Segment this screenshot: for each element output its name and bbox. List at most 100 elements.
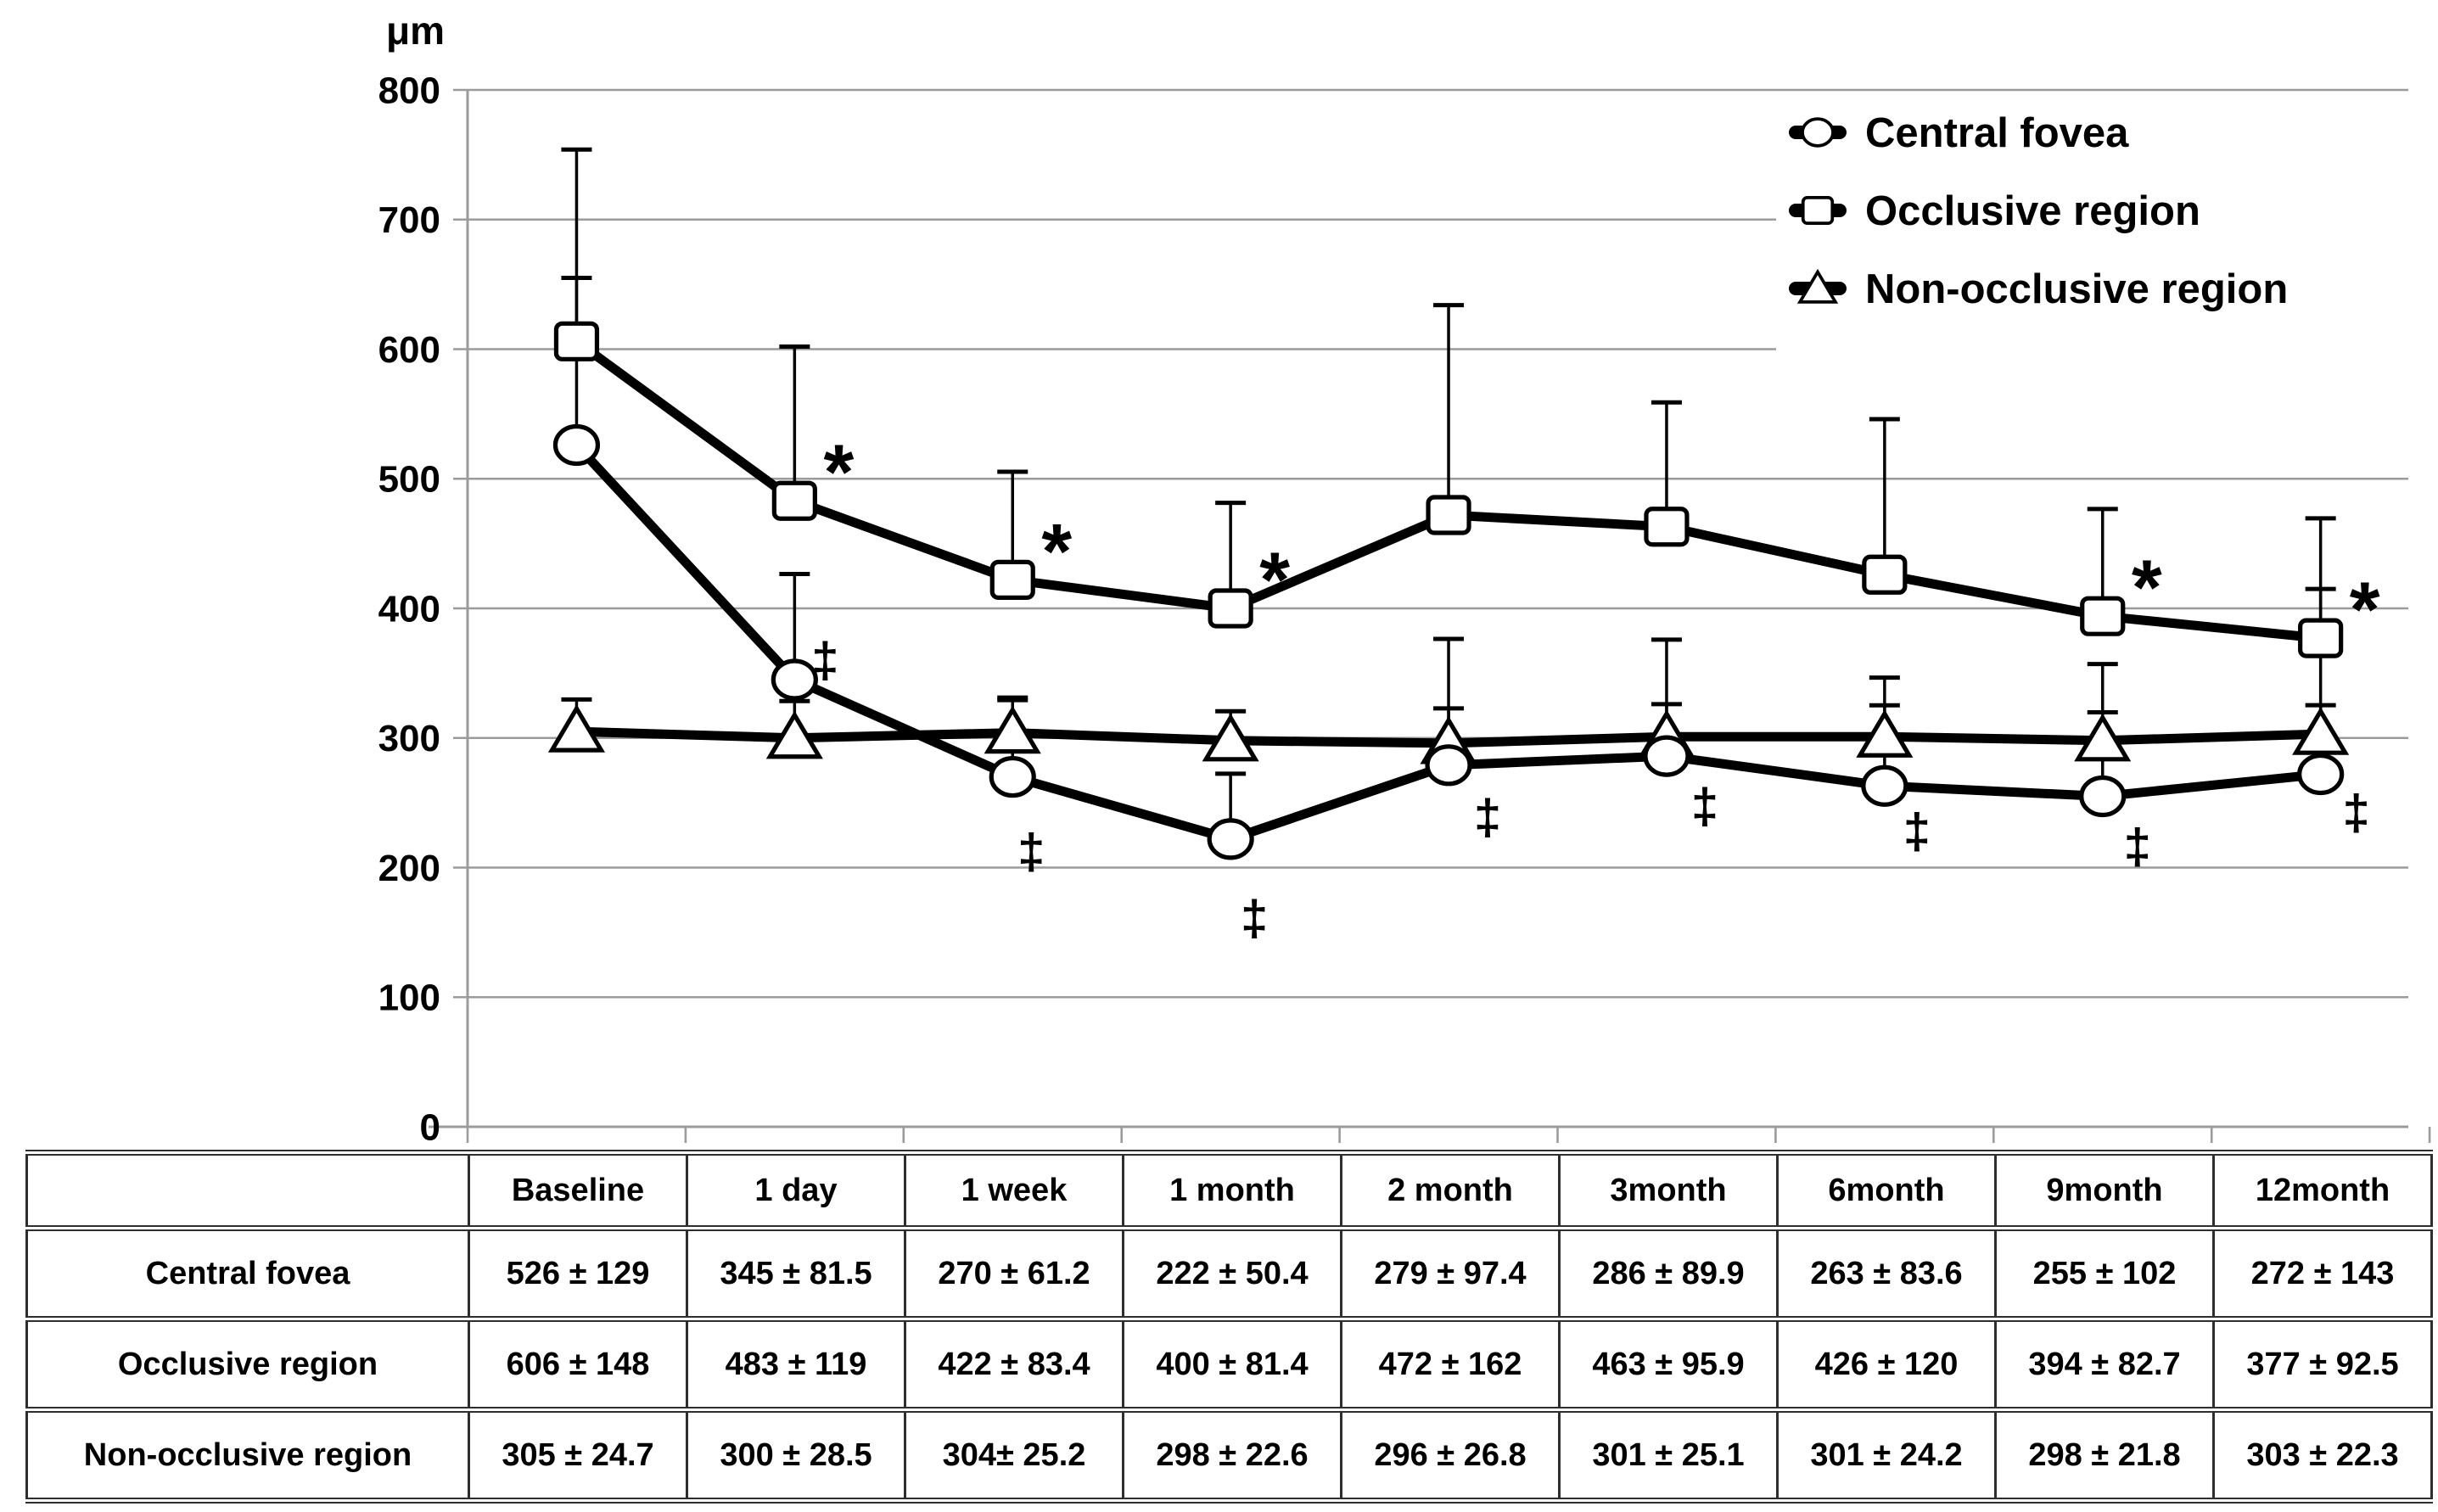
triangle-marker <box>2292 707 2350 755</box>
square-marker <box>1644 507 1690 547</box>
table-header-cell: 12month <box>2212 1150 2433 1231</box>
y-axis-tick-label: 700 <box>378 199 440 241</box>
table-cell: 279 ± 97.4 <box>1340 1225 1561 1322</box>
circle-marker <box>552 423 601 467</box>
double-dagger-annotation: ‡ <box>1903 804 1931 859</box>
double-dagger-annotation: ‡ <box>2343 786 2370 841</box>
table-header-cell: 1 week <box>904 1150 1124 1231</box>
table-cell: 286 ± 89.9 <box>1558 1225 1779 1322</box>
asterisk-annotation: * <box>823 429 854 516</box>
table-body: Central fovea 526 ± 129 345 ± 81.5 270 ± 61… <box>25 1225 2433 1504</box>
axes <box>429 88 2431 1143</box>
table-cell: 263 ± 83.6 <box>1776 1225 1997 1322</box>
y-axis-tick-labels: 0 100 200 300 400 500 600 700 800 <box>378 70 440 1148</box>
square-marker <box>1862 554 1908 595</box>
table-row-label: Occlusive region <box>25 1316 470 1413</box>
square-marker <box>553 321 600 361</box>
circle-marker <box>1425 744 1472 787</box>
triangle-marker <box>1202 713 1259 762</box>
legend-item: Central fovea <box>1789 110 2129 156</box>
table-header-cell: 6month <box>1776 1150 1997 1231</box>
double-dagger-annotation: ‡ <box>2124 819 2151 874</box>
table-header-cell: 1 month <box>1122 1150 1342 1231</box>
table-row: Occlusive region 606 ± 148 483 ± 119 422 ± … <box>25 1316 2433 1413</box>
table-cell: 483 ± 119 <box>686 1316 906 1413</box>
table-header-cell: 3month <box>1558 1150 1779 1231</box>
circle-marker <box>2297 753 2345 796</box>
y-axis-tick-label: 0 <box>420 1106 440 1148</box>
table-cell: 222 ± 50.4 <box>1122 1225 1342 1322</box>
table-cell: 300 ± 28.5 <box>686 1407 906 1504</box>
double-dagger-annotation: ‡ <box>1017 825 1045 880</box>
asterisk-annotation: * <box>1041 508 1072 595</box>
circle-marker <box>1207 818 1254 860</box>
legend-label: Occlusive region <box>1865 188 2200 234</box>
legend-background-layer <box>1776 95 2423 384</box>
table-corner-cell <box>25 1150 470 1231</box>
table-cell: 400 ± 81.4 <box>1122 1316 1342 1413</box>
table-header-cell: 2 month <box>1340 1150 1561 1231</box>
circle-marker <box>1643 735 1690 777</box>
asterisk-annotation: * <box>2132 545 2162 631</box>
table-cell: 298 ± 22.6 <box>1122 1407 1342 1504</box>
circle-marker <box>2079 775 2127 818</box>
table-cell: 298 ± 21.8 <box>1994 1407 2215 1504</box>
table-cell: 345 ± 81.5 <box>686 1225 906 1322</box>
table-cell: 422 ± 83.4 <box>904 1316 1124 1413</box>
data-table: Baseline 1 day 1 week 1 month 2 month 3month 6… <box>25 1150 2433 1504</box>
square-marker <box>989 559 1035 600</box>
triangle-marker <box>547 704 606 753</box>
table-row: Central fovea 526 ± 129 345 ± 81.5 270 ± 61… <box>25 1225 2433 1322</box>
table-cell: 270 ± 61.2 <box>904 1225 1124 1322</box>
triangle-marker <box>2074 713 2132 762</box>
y-axis-tick-label: 100 <box>378 977 440 1019</box>
double-dagger-annotation: ‡ <box>811 633 838 688</box>
table-header-cell: Baseline <box>468 1150 688 1231</box>
table-header-row: Baseline 1 day 1 week 1 month 2 month 3month 6… <box>25 1150 2433 1231</box>
table-cell: 301 ± 25.1 <box>1558 1407 1779 1504</box>
asterisk-annotation: * <box>1259 537 1290 624</box>
square-marker <box>1208 588 1253 629</box>
triangle-marker <box>765 710 823 759</box>
table-cell: 272 ± 143 <box>2212 1225 2433 1322</box>
line-chart: μm 0 100 200 300 400 500 600 700 800 ‡ ‡ ‡ ‡ ‡ ‡ ‡ ‡ * * *… <box>378 8 2431 1148</box>
y-axis-tick-label: 500 <box>378 459 440 501</box>
legend-background <box>1776 95 2423 384</box>
legend: Central fovea Occlusive region Non-occlusi… <box>1789 110 2288 312</box>
table-cell: 296 ± 26.8 <box>1340 1407 1561 1504</box>
triangle-marker <box>1796 268 1839 304</box>
circle-marker <box>771 658 818 701</box>
table-cell: 304± 25.2 <box>904 1407 1124 1504</box>
table-cell: 377 ± 92.5 <box>2212 1316 2433 1413</box>
legend-label: Central fovea <box>1865 110 2129 156</box>
table-cell: 606 ± 148 <box>468 1316 688 1413</box>
double-dagger-annotation: ‡ <box>1241 891 1268 946</box>
table-header-cell: 1 day <box>686 1150 906 1231</box>
square-marker <box>771 480 817 521</box>
y-axis-tick-label: 800 <box>378 70 440 111</box>
table-cell: 303 ± 22.3 <box>2212 1407 2433 1504</box>
table-row-label: Central fovea <box>25 1225 470 1322</box>
table-cell: 301 ± 24.2 <box>1776 1407 1997 1504</box>
y-axis-tick-label: 200 <box>378 848 440 889</box>
table-cell: 463 ± 95.9 <box>1558 1316 1779 1413</box>
table-header-row: Baseline 1 day 1 week 1 month 2 month 3month 6… <box>25 1150 2433 1231</box>
asterisk-annotation: * <box>2350 567 2380 653</box>
square-marker <box>2080 596 2126 636</box>
table-cell: 394 ± 82.7 <box>1994 1316 2215 1413</box>
y-axis-tick-label: 400 <box>378 588 440 630</box>
table-cell: 472 ± 162 <box>1340 1316 1561 1413</box>
table-row-label: Non-occlusive region <box>25 1407 470 1504</box>
table-cell: 426 ± 120 <box>1776 1316 1997 1413</box>
legend-item: Occlusive region <box>1789 188 2200 234</box>
double-dagger-annotation: ‡ <box>1691 779 1718 834</box>
y-axis-tick-label: 600 <box>378 329 440 371</box>
square-marker <box>1426 495 1471 535</box>
table-row: Non-occlusive region 305 ± 24.7 300 ± 28.5… <box>25 1407 2433 1504</box>
table-cell: 305 ± 24.7 <box>468 1407 688 1504</box>
triangle-marker <box>984 705 1041 754</box>
data-point-markers <box>547 321 2350 860</box>
significance-annotations: ‡ ‡ ‡ ‡ ‡ ‡ ‡ ‡ * * * * * <box>811 429 2380 946</box>
triangle-marker <box>1856 709 1914 758</box>
